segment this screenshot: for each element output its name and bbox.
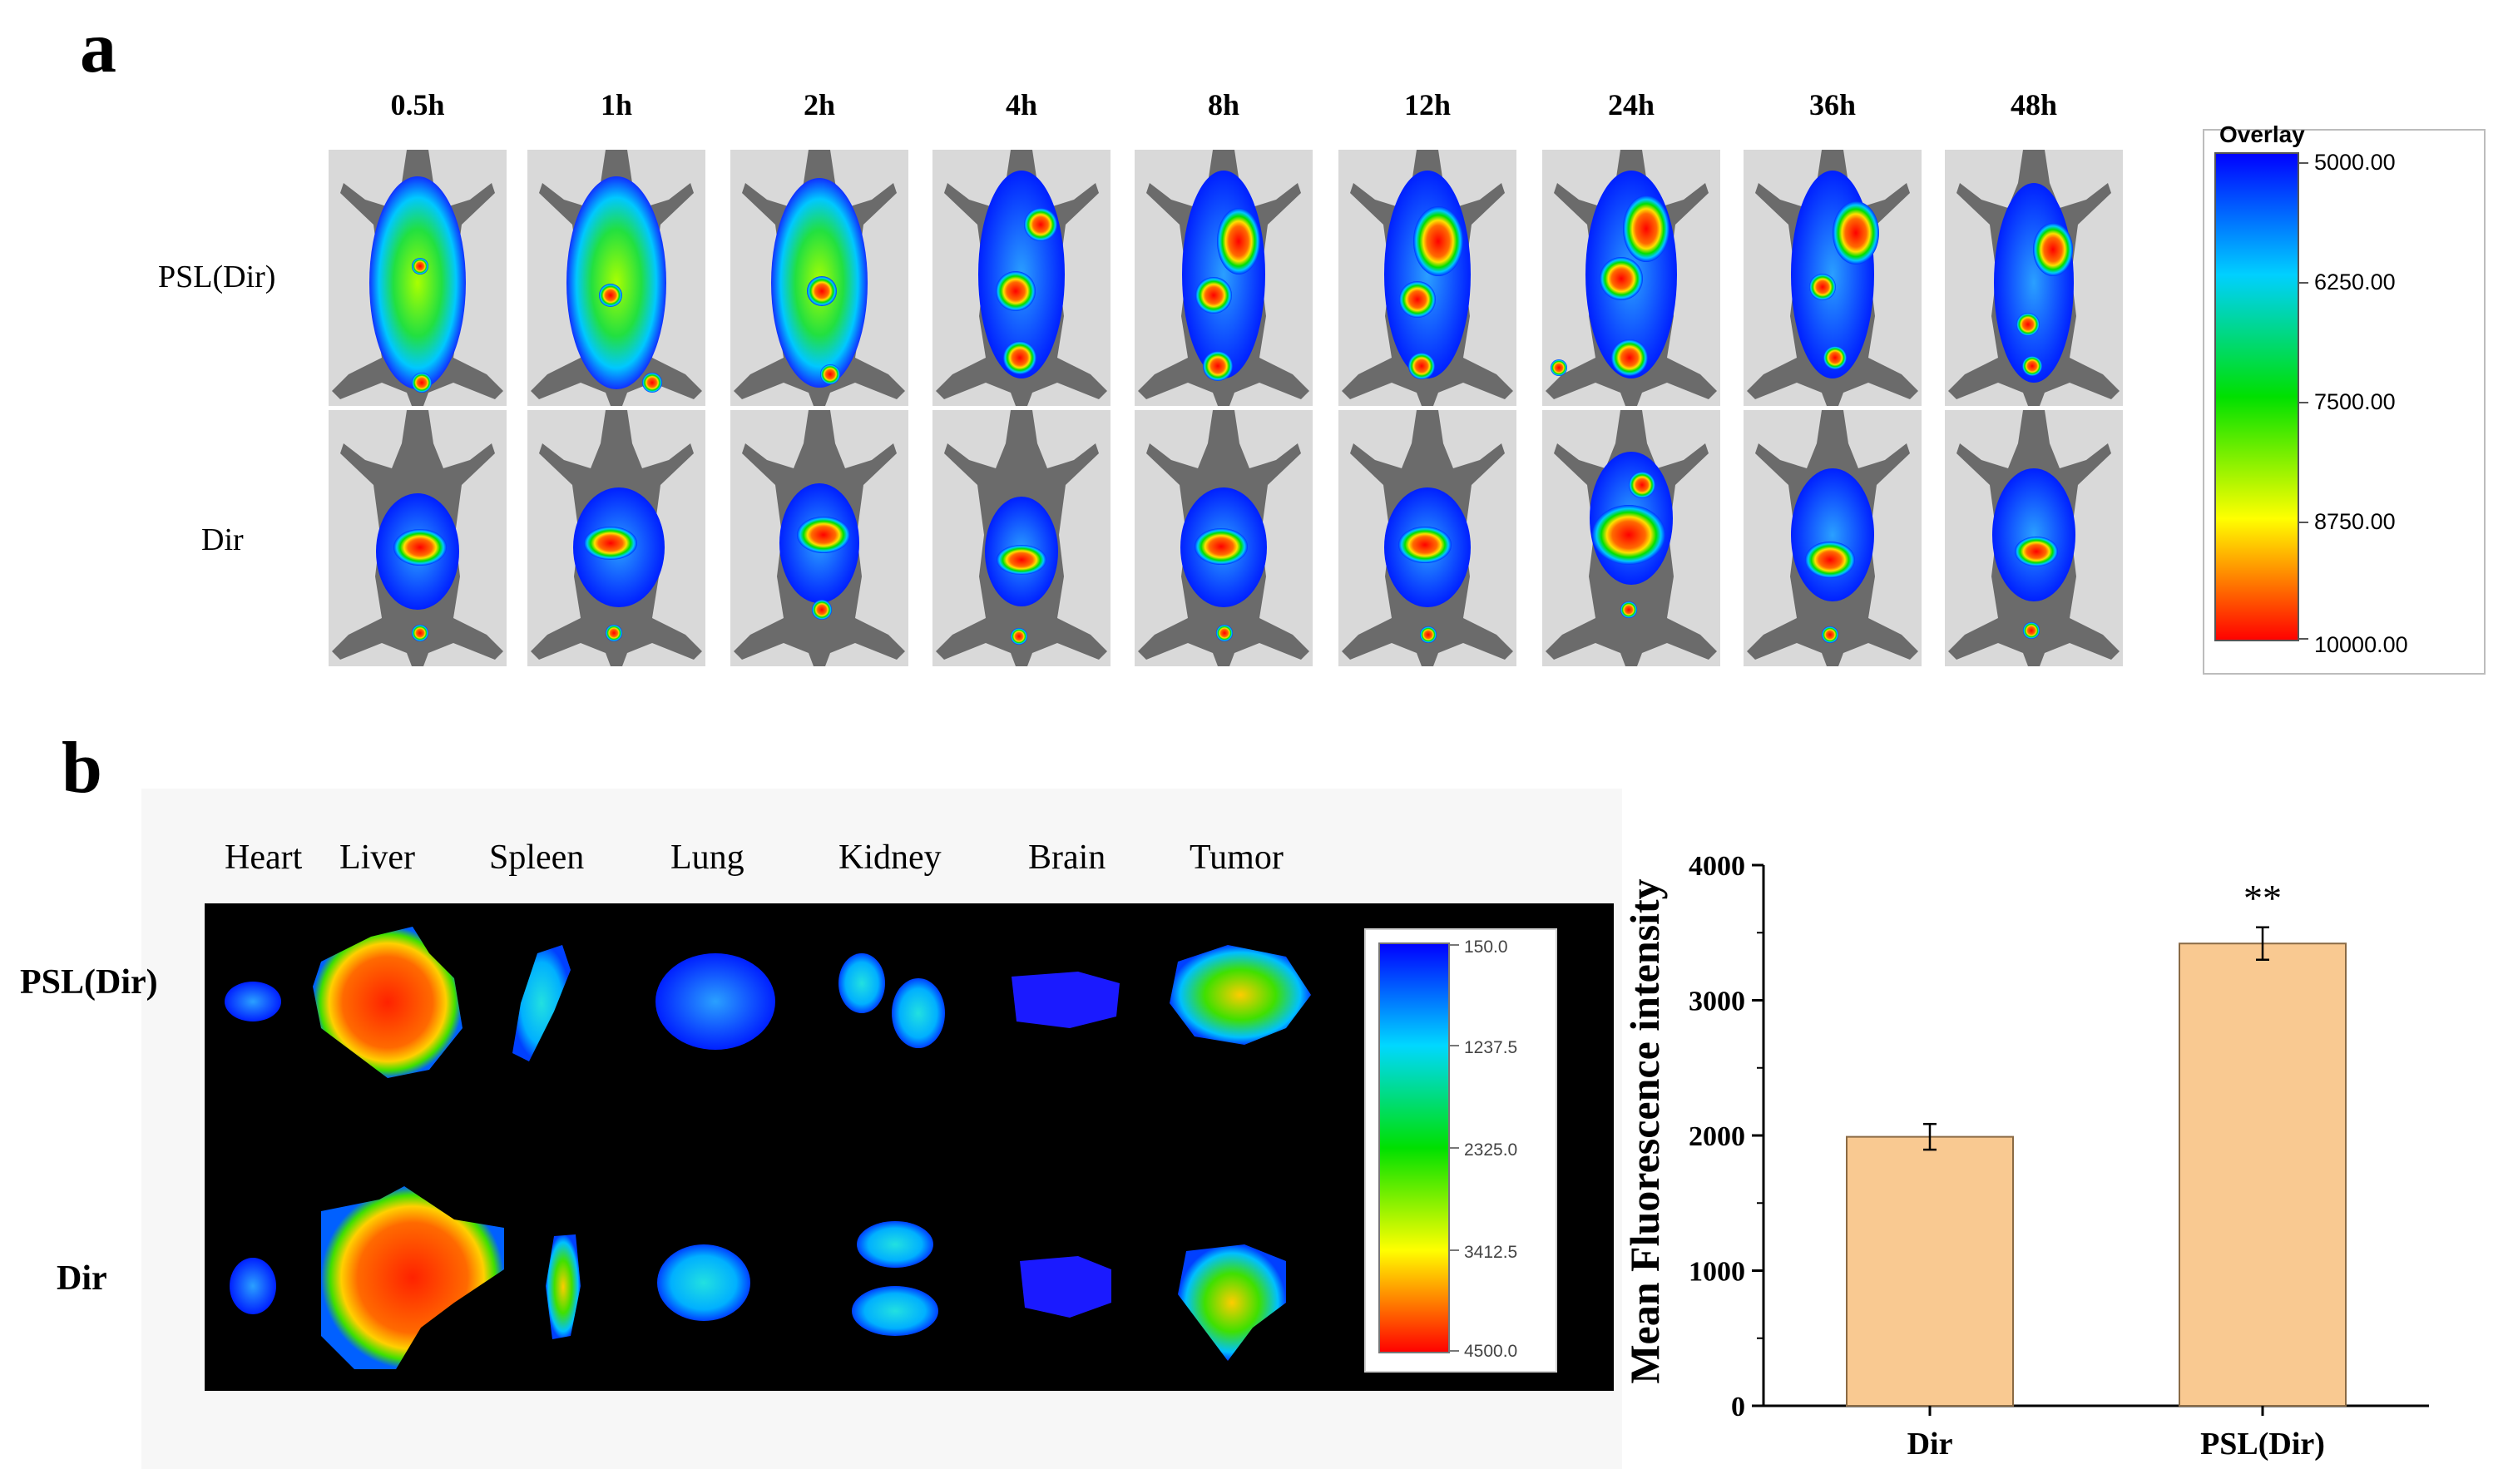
organ-kidney — [838, 953, 885, 1013]
organ-kidney — [857, 1221, 933, 1268]
mouse-image — [1542, 150, 1720, 406]
time-label: 0.5h — [390, 88, 445, 121]
mouse-image — [1945, 150, 2123, 406]
mouse-image — [730, 410, 908, 666]
colorbar-b-tick: 1237.5 — [1464, 1038, 1518, 1057]
organ-tumor — [1170, 945, 1311, 1045]
mouse-image — [932, 150, 1111, 406]
organ-label: Brain — [1028, 838, 1106, 877]
colorbar-a-tick: 10000.00 — [2314, 632, 2408, 657]
y-tick-label: 4000 — [1689, 851, 1745, 882]
time-label: 2h — [803, 88, 836, 121]
organ-lung — [657, 1244, 750, 1321]
colorbar-a-tick: 7500.00 — [2314, 389, 2396, 414]
colorbar-b-tick: 3412.5 — [1464, 1243, 1518, 1262]
mouse-image — [329, 410, 507, 666]
mouse-image — [329, 150, 507, 406]
time-label: 36h — [1808, 88, 1857, 121]
colorbar-a-tick: 6250.00 — [2314, 270, 2396, 294]
mouse-image — [932, 410, 1111, 666]
bar — [1846, 1135, 2014, 1407]
organ-label: Spleen — [489, 838, 585, 877]
organ-kidney — [892, 978, 945, 1048]
row-label-dir: Dir — [57, 1259, 107, 1298]
colorbar-b-tick: 4500.0 — [1464, 1342, 1518, 1361]
panel-letter-b: b — [62, 728, 102, 809]
organ-label: Lung — [670, 838, 744, 877]
colorbar-b — [1378, 942, 1459, 1353]
organ-liver — [313, 927, 463, 1078]
colorbar-a-tick: 5000.00 — [2314, 150, 2396, 175]
organ-spleen — [512, 945, 571, 1061]
organ-lung — [655, 953, 775, 1050]
organ-brain — [1020, 1256, 1111, 1318]
mouse-image — [1135, 150, 1313, 406]
organ-spleen — [546, 1234, 581, 1339]
time-label: 8h — [1207, 88, 1240, 121]
time-label: 4h — [1005, 88, 1038, 121]
significance-annotation: ** — [2243, 877, 2282, 919]
organ-label: Tumor — [1190, 838, 1284, 877]
colorbar-b-tick: 2325.0 — [1464, 1140, 1518, 1160]
mouse-image — [1135, 410, 1313, 666]
mouse-image — [1542, 410, 1720, 666]
mouse-image — [1945, 410, 2123, 666]
mouse-image — [730, 150, 908, 406]
mouse-image — [1744, 150, 1922, 406]
organ-heart — [230, 1258, 276, 1314]
y-tick-label: 0 — [1731, 1392, 1745, 1422]
row-label-psl: PSL(Dir) — [20, 963, 158, 1002]
time-label: 12h — [1403, 88, 1452, 121]
mouse-image — [1744, 410, 1922, 666]
organ-label: Liver — [339, 838, 415, 877]
row-label-psl: PSL(Dir) — [158, 260, 276, 294]
x-tick-label: PSL(Dir) — [2200, 1427, 2325, 1462]
colorbar-b-tick: 150.0 — [1464, 937, 1508, 957]
organ-kidney — [852, 1286, 938, 1336]
bar-chart: 0 1000 2000 3000 4000 Dir PSL(Dir) ** Mean Fluo… — [1621, 851, 2429, 1462]
mouse-image — [1338, 410, 1516, 666]
mouse-image — [1338, 150, 1516, 406]
y-tick-label: 1000 — [1689, 1257, 1745, 1288]
y-axis-label: Mean Fluorescence intensity — [1621, 878, 1668, 1383]
time-label: 24h — [1607, 88, 1655, 121]
y-tick-label: 3000 — [1689, 987, 1745, 1017]
organ-label: Kidney — [838, 838, 942, 877]
organ-tumor — [1178, 1244, 1286, 1361]
row-label-dir: Dir — [201, 522, 244, 557]
colorbar-a-title: Overlay — [2219, 121, 2305, 147]
x-tick-label: Dir — [1907, 1427, 1953, 1462]
organ-heart — [225, 982, 281, 1021]
bar — [2179, 942, 2347, 1407]
organ-label: Heart — [225, 838, 303, 877]
time-label: 1h — [600, 88, 633, 121]
mouse-image — [527, 410, 705, 666]
organ-brain — [1012, 972, 1120, 1028]
mouse-image — [527, 150, 705, 406]
colorbar-a-tick: 8750.00 — [2314, 509, 2396, 534]
organ-liver — [321, 1186, 504, 1369]
time-label: 48h — [2010, 88, 2058, 121]
colorbar-a — [2214, 152, 2308, 641]
y-tick-label: 2000 — [1689, 1121, 1745, 1152]
panel-letter-a: a — [80, 7, 116, 88]
